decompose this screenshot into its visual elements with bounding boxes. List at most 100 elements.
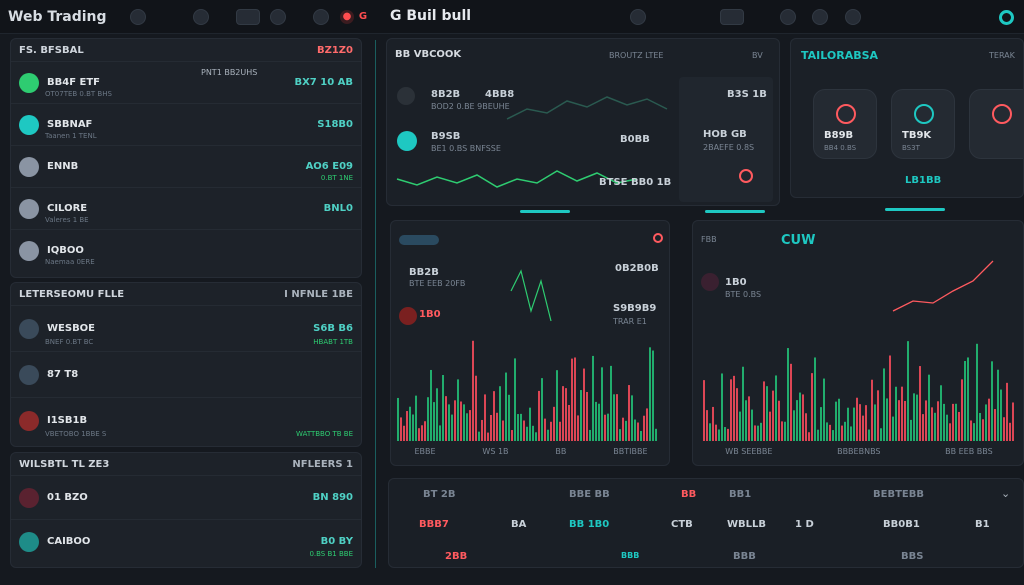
volume-bar bbox=[535, 432, 537, 441]
asset-icon bbox=[397, 87, 415, 105]
toggle-icon[interactable] bbox=[236, 9, 260, 25]
volume-bar bbox=[403, 425, 405, 441]
watchlist-badge[interactable]: BZ1Z0 bbox=[316, 45, 353, 56]
right-chart-tag[interactable]: FBB bbox=[701, 235, 717, 244]
volume-bar bbox=[514, 358, 516, 441]
watchlist-row[interactable]: SBBNAF Taanen 1 TENL S18B0 bbox=[11, 103, 361, 145]
volume-bar bbox=[646, 408, 648, 441]
volume-bar bbox=[964, 360, 966, 441]
volume-bar bbox=[397, 397, 399, 441]
menu-icon[interactable] bbox=[720, 9, 744, 25]
volume-bar bbox=[598, 403, 600, 441]
volume-bar bbox=[466, 413, 468, 441]
app-title: Web Trading bbox=[8, 9, 107, 25]
left-chart-dot-icon[interactable] bbox=[653, 233, 663, 243]
message-icon[interactable] bbox=[812, 9, 828, 25]
watchlist-name: ENNB bbox=[47, 161, 79, 172]
volume-bar bbox=[952, 403, 954, 441]
strip-label: BBE BB bbox=[569, 489, 610, 500]
volume-bar bbox=[832, 430, 834, 441]
right-x-axis: WB SEEBBE BBBEBNBS BB EEB BBS bbox=[693, 447, 1023, 456]
summary-card[interactable]: TB9K BS3T bbox=[891, 89, 955, 159]
status-ring-icon[interactable] bbox=[999, 10, 1014, 25]
main-chart-panel: BB VBCOOK BROUTZ LTEE BV 8B2B 4BB8 BOD2 … bbox=[386, 38, 780, 206]
volume-bar bbox=[472, 340, 474, 441]
volume-bar bbox=[943, 403, 945, 441]
volume-bar bbox=[778, 400, 780, 441]
volume-bar bbox=[895, 386, 897, 441]
volume-bar bbox=[616, 394, 618, 441]
volume-bar bbox=[850, 426, 852, 441]
main-accent-bar-2 bbox=[705, 210, 765, 213]
volume-bar bbox=[994, 409, 996, 441]
volume-bar bbox=[712, 406, 714, 441]
volume-bar bbox=[754, 425, 756, 441]
volume-chart-left: BB2B BTE EEB 20FB 0B2B0B S9B9B9 TRAR E1 … bbox=[390, 220, 670, 466]
portfolio-row[interactable]: CAIBOO B0 BY 0.BS B1 BBE bbox=[11, 519, 361, 563]
volume-bar bbox=[1009, 422, 1011, 441]
teal-asset-icon bbox=[397, 131, 417, 151]
volume-bar bbox=[853, 407, 855, 441]
settings-icon[interactable] bbox=[270, 9, 286, 25]
right-top-title: TAILORABSA bbox=[801, 49, 879, 62]
volume-bar bbox=[880, 428, 882, 441]
strip-chevron-icon[interactable]: ⌄ bbox=[1001, 487, 1011, 500]
movers-row[interactable]: WESBOE BNEF 0.BT BC S6B B6 HBABT 1TB bbox=[11, 305, 361, 351]
clock-icon[interactable] bbox=[193, 9, 209, 25]
watchlist-row[interactable]: BB4F ETF OT07TEB 0.BT BHS BX7 10 AB PNT1 BB… bbox=[11, 61, 361, 103]
strip-value: 1 D bbox=[795, 519, 814, 530]
volume-bar bbox=[619, 429, 621, 441]
alert-icon[interactable]: ● bbox=[340, 10, 354, 24]
alert-dot-icon[interactable] bbox=[739, 169, 753, 183]
left-chart-tag[interactable] bbox=[399, 235, 439, 245]
watchlist-row[interactable]: ENNB AO6 E09 0.BT 1NE bbox=[11, 145, 361, 187]
center-title: G Buil bull bbox=[390, 8, 472, 24]
volume-bar bbox=[787, 348, 789, 441]
volume-bar bbox=[586, 391, 588, 441]
volume-bar bbox=[517, 414, 519, 441]
summary-card[interactable]: B89B BB4 0.BS bbox=[813, 89, 877, 159]
volume-bar bbox=[871, 379, 873, 441]
right-x-label: BBBEBNBS bbox=[837, 447, 881, 456]
movers-row[interactable]: I1SB1B VBETOBO 1BBE S WATTBBO TB BE bbox=[11, 397, 361, 443]
summary-card[interactable] bbox=[969, 89, 1023, 159]
volume-bar bbox=[436, 388, 438, 441]
left-x-label: WS 1B bbox=[482, 447, 509, 456]
side-stat-1: B3S 1B bbox=[727, 89, 767, 100]
volume-bar bbox=[400, 417, 402, 441]
watchlist-row[interactable]: CILORE Valeres 1 BE BNL0 bbox=[11, 187, 361, 229]
summary-card-value: TB9K bbox=[902, 130, 932, 141]
profile-icon[interactable] bbox=[845, 9, 861, 25]
volume-bar bbox=[427, 397, 429, 441]
volume-bar bbox=[478, 431, 480, 441]
volume-bar bbox=[856, 397, 858, 441]
movers-row[interactable]: 87 T8 bbox=[11, 351, 361, 397]
portfolio-name: CAIBOO bbox=[47, 536, 91, 547]
volume-bar bbox=[493, 391, 495, 441]
bell-icon[interactable] bbox=[780, 9, 796, 25]
left-stat-1-sub: BTE EEB 20FB bbox=[409, 279, 466, 288]
record-icon[interactable] bbox=[130, 9, 146, 25]
user-icon[interactable] bbox=[313, 9, 329, 25]
right-top-bottom-stat: LB1BB bbox=[905, 175, 942, 186]
volume-bar bbox=[508, 394, 510, 441]
volume-bar bbox=[808, 432, 810, 441]
movers-asset-icon bbox=[19, 410, 39, 431]
volume-bar bbox=[433, 402, 435, 441]
volume-bar bbox=[844, 421, 846, 441]
volume-bar bbox=[424, 421, 426, 441]
volume-bar bbox=[949, 423, 951, 441]
left-x-label: EBBE bbox=[414, 447, 436, 456]
volume-bar bbox=[751, 409, 753, 441]
left-x-axis: EBBE WS 1B BB BBTIBBE bbox=[391, 447, 669, 456]
volume-bar bbox=[763, 381, 765, 441]
watchlist-value: BNL0 bbox=[323, 203, 353, 214]
portfolio-row[interactable]: 01 BZO BN 890 bbox=[11, 475, 361, 519]
volume-bar bbox=[502, 420, 504, 441]
main-chart-arrow[interactable]: BV bbox=[752, 51, 763, 60]
volume-bar bbox=[910, 419, 912, 441]
volume-bar bbox=[526, 426, 528, 441]
notification-badge[interactable]: G bbox=[358, 11, 368, 22]
watchlist-row[interactable]: IQBOO Naemaa 0ERE bbox=[11, 229, 361, 271]
filter-icon[interactable] bbox=[630, 9, 646, 25]
